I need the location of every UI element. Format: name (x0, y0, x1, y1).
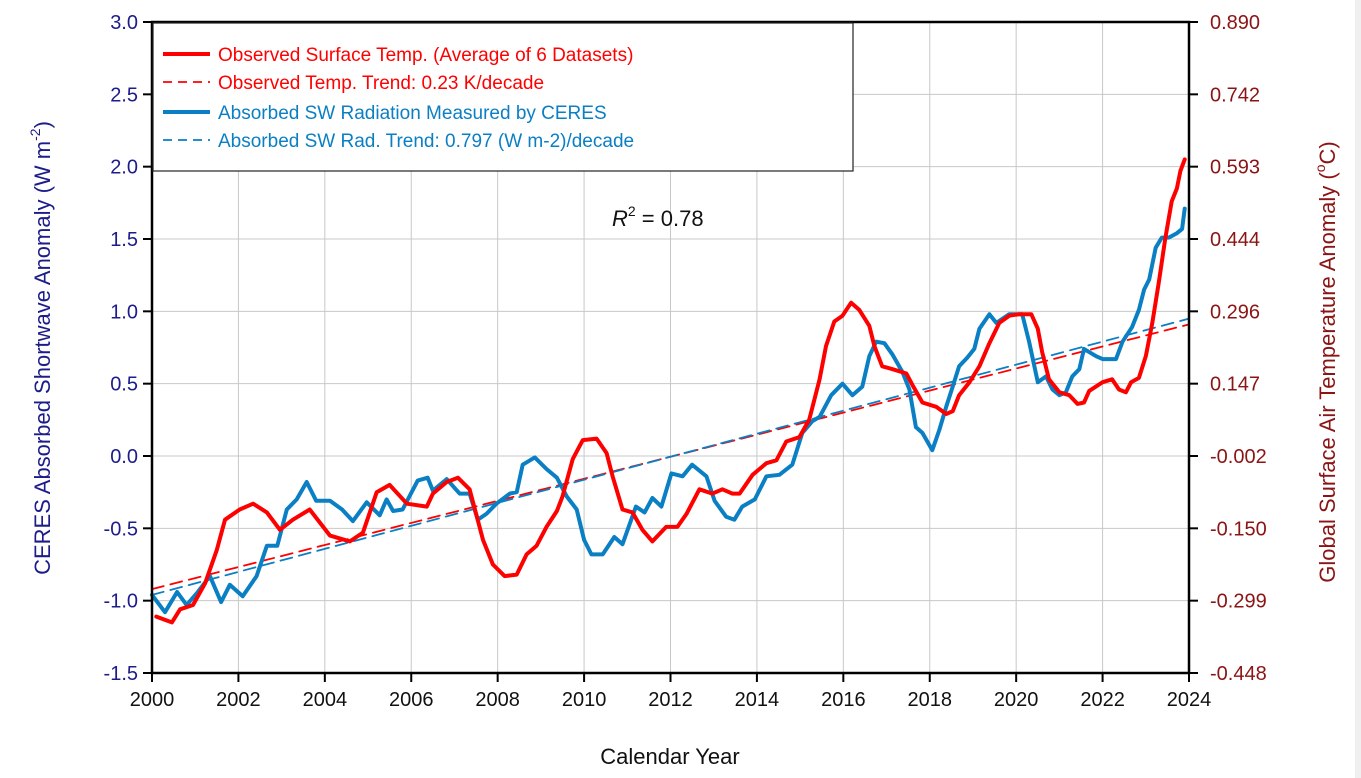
x-tick-label: 2014 (735, 689, 780, 711)
y-tick-label-left: -0.5 (104, 518, 138, 540)
x-tick-label: 2010 (562, 689, 607, 711)
window-edge-strip (1355, 0, 1361, 778)
y-axis-title-right-end: C) (1315, 141, 1340, 164)
x-tick-label: 2018 (908, 689, 953, 711)
series-line-absorbed-sw-radiation-measured-by-ceres (150, 206, 1187, 615)
legend-box (152, 22, 854, 172)
legend-label-ceres: Absorbed SW Radiation Measured by CERES (218, 103, 607, 124)
y-tick-label-left: 0.5 (110, 374, 138, 396)
y-tick-label-left: -1.0 (104, 591, 138, 613)
y-tick-label-left: 0.0 (110, 446, 138, 468)
r-squared-label: R (612, 206, 628, 231)
y-tick-label-left: 2.0 (110, 157, 138, 179)
y-tick-label-right: 0.593 (1210, 157, 1260, 179)
y-tick-label-right: -0.448 (1210, 663, 1267, 685)
x-tick-label: 2004 (303, 689, 348, 711)
y-tick-label-left: 2.5 (110, 84, 138, 106)
y-tick-label-left: 3.0 (110, 12, 138, 34)
series-line-absorbed-sw-rad-trend-0-797-w-m-2-decade (151, 317, 1190, 596)
y-tick-label-right: -0.002 (1210, 446, 1267, 468)
y-axis-title-left: CERES Absorbed Shortwave Anomaly (W m-2) (27, 121, 55, 575)
x-tick-label: 2016 (821, 689, 866, 711)
legend-label-ceres-trend: Absorbed SW Rad. Trend: 0.797 (W m-2)/de… (218, 131, 634, 152)
y-tick-label-right: -0.299 (1210, 591, 1267, 613)
series-layer (150, 157, 1190, 625)
legend-label-temp: Observed Surface Temp. (Average of 6 Dat… (218, 45, 633, 66)
x-tick-label: 2012 (648, 689, 693, 711)
legend-label-temp-trend: Observed Temp. Trend: 0.23 K/decade (218, 73, 544, 94)
y-tick-label-right: 0.742 (1210, 84, 1260, 106)
y-axis-title-left-end: ) (30, 121, 55, 128)
series-line-observed-surface-temp-average-of-6-datasets (154, 157, 1187, 625)
r-squared-value: = 0.78 (636, 206, 704, 231)
x-tick-label: 2008 (475, 689, 520, 711)
y-tick-label-left: 1.0 (110, 301, 138, 323)
y-axis-title-left-sup: -2 (27, 128, 43, 141)
y-tick-label-right: 0.444 (1210, 229, 1260, 251)
r-squared-sup: 2 (628, 203, 636, 219)
x-tick-label: 2022 (1080, 689, 1125, 711)
x-tick-label: 2000 (130, 689, 175, 711)
y-tick-label-right: 0.147 (1210, 374, 1260, 396)
r-squared-annotation: R2 = 0.78 (612, 203, 704, 231)
x-tick-label: 2006 (389, 689, 434, 711)
y-tick-label-right: 0.890 (1210, 12, 1260, 34)
y-axis-title-right-main: Global Surface Air Temperature Anomaly ( (1315, 172, 1340, 583)
y-axis-title-right-sup: o (1312, 164, 1328, 172)
axis-ticks: 2000 2002 2004 2006 2008 2010 2012 2014 2016 2018… (104, 12, 1267, 711)
y-tick-label-left: -1.5 (104, 663, 138, 685)
y-tick-label-right: 0.296 (1210, 301, 1260, 323)
x-tick-label: 2020 (994, 689, 1039, 711)
x-tick-label: 2002 (216, 689, 261, 711)
y-tick-label-right: -0.150 (1210, 518, 1267, 540)
y-tick-label-left: 1.5 (110, 229, 138, 251)
y-axis-title-left-main: CERES Absorbed Shortwave Anomaly (W m (30, 141, 55, 575)
x-tick-label: 2024 (1167, 689, 1212, 711)
legend: Observed Surface Temp. (Average of 6 Dat… (152, 22, 854, 172)
x-axis-title: Calendar Year (600, 744, 739, 769)
y-axis-title-right: Global Surface Air Temperature Anomaly (… (1312, 141, 1340, 582)
